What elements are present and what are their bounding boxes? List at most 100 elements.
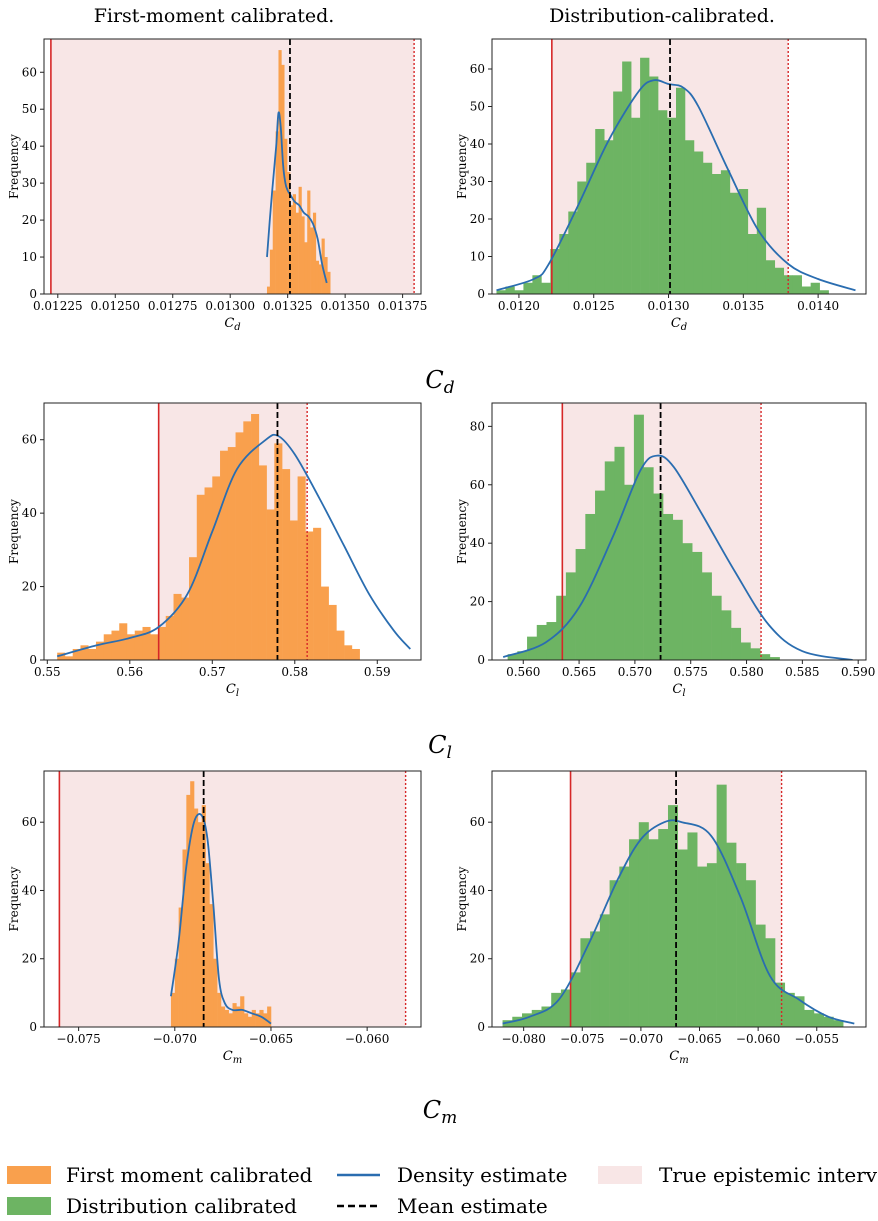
x-tick-label: −0.075 — [56, 1032, 100, 1046]
epistemic-interval-band — [50, 39, 415, 294]
histogram-bar — [531, 1009, 542, 1027]
histogram-bar — [643, 467, 654, 660]
column-title-distribution: Distribution-calibrated. — [549, 5, 775, 27]
row-label-cm: Cm — [423, 1096, 458, 1128]
histogram-bar — [590, 931, 601, 1027]
x-tick-label: 0.55 — [34, 665, 61, 679]
histogram-bar — [667, 117, 677, 294]
histogram-bar — [281, 64, 285, 294]
x-tick-label: 0.0125 — [573, 299, 615, 313]
x-tick-label: 0.01375 — [378, 299, 428, 313]
histogram-bar — [614, 446, 625, 660]
histogram-bar — [706, 863, 717, 1027]
histogram-bar — [344, 645, 353, 660]
y-tick-label: 30 — [470, 175, 485, 189]
y-axis-label: Frequency — [7, 499, 21, 564]
histogram-bar — [182, 849, 187, 1027]
histogram-bar — [676, 87, 686, 294]
histogram-bar — [190, 781, 195, 1027]
histogram-bar — [523, 282, 533, 294]
panel-plot-area — [50, 39, 415, 294]
histogram-bar — [687, 832, 698, 1027]
x-tick-label: −0.075 — [560, 1032, 604, 1046]
histogram-bar — [313, 527, 322, 660]
x-axis-label: Cd — [224, 316, 240, 333]
histogram-bar — [496, 290, 506, 294]
histogram-bar — [629, 839, 640, 1027]
histogram-bar — [292, 194, 297, 294]
panel-plot-area — [58, 771, 407, 1027]
y-tick-label: 10 — [470, 250, 485, 264]
histogram-bar — [726, 842, 737, 1027]
histogram-bar — [551, 992, 562, 1027]
histogram-bar — [792, 275, 802, 294]
histogram-bar — [318, 264, 322, 294]
histogram-bar — [251, 414, 260, 660]
histogram-bar — [633, 414, 644, 660]
histogram-bar — [275, 131, 279, 294]
density-curve — [170, 813, 272, 1025]
histogram-bar — [765, 260, 776, 294]
legend-label-density: Density estimate — [397, 1163, 567, 1187]
histogram-bar — [224, 1009, 229, 1027]
histogram-bar — [693, 151, 704, 294]
axes-frame — [43, 402, 422, 661]
histogram-bar — [559, 234, 569, 294]
histogram-bar — [232, 1003, 237, 1027]
histogram-bar — [111, 630, 120, 660]
histogram-bar — [747, 234, 758, 294]
histogram-bar — [126, 634, 136, 660]
y-tick-label: 40 — [470, 536, 485, 550]
legend-swatch-distribution — [7, 1197, 51, 1215]
histogram-bar — [287, 172, 291, 294]
histogram-bar — [315, 260, 320, 294]
x-tick-label: 0.585 — [785, 665, 819, 679]
histogram-bar — [711, 174, 722, 294]
histogram-bar — [541, 1006, 552, 1027]
histogram-bar — [823, 1016, 834, 1027]
histogram-bar — [173, 593, 182, 660]
panel-Cl-distribution: 0.560 0.565 0.570 0.575 0.580 0.585 0.590 0 20 40… — [455, 402, 875, 699]
axes-frame — [491, 38, 867, 295]
histogram-bar — [507, 654, 518, 660]
histogram-bar — [756, 207, 767, 294]
x-axis-label: Cm — [669, 1049, 688, 1066]
histogram-bar — [560, 989, 571, 1027]
histogram-bar — [604, 461, 615, 660]
histogram-bar — [813, 1013, 824, 1027]
histogram-bar — [307, 190, 311, 294]
y-tick-label: 20 — [22, 952, 37, 966]
histogram-bar — [272, 190, 276, 294]
panel-Cd-first-moment: 0.01225 0.01250 0.01275 0.01300 0.01325 0.013… — [7, 38, 428, 333]
histogram-bar — [667, 805, 679, 1027]
histogram-bar — [577, 181, 587, 294]
histogram-bar — [663, 513, 674, 660]
histogram-bar — [328, 604, 337, 660]
axes-frame — [491, 402, 867, 661]
x-tick-label: −0.070 — [619, 1032, 663, 1046]
x-tick-label: 0.575 — [674, 665, 708, 679]
histogram-bar — [351, 648, 360, 660]
histogram-bar — [565, 572, 576, 660]
histogram-bar — [701, 572, 712, 660]
histogram-bar — [336, 630, 345, 660]
x-tick-label: 0.01325 — [263, 299, 313, 313]
x-axis-label: Cl — [226, 682, 239, 699]
histogram-bar — [760, 654, 771, 660]
histogram-bar — [546, 622, 557, 660]
y-tick-label: 0 — [477, 287, 485, 301]
histogram-bar — [170, 992, 176, 1027]
density-curve — [502, 454, 853, 660]
histogram-bar — [775, 982, 786, 1027]
x-axis-label: Cm — [223, 1049, 242, 1066]
x-tick-label: −0.055 — [795, 1032, 839, 1046]
histogram-bar — [505, 286, 515, 294]
histogram-bar — [765, 938, 776, 1027]
histogram-bar — [514, 290, 524, 294]
density-curve — [56, 433, 411, 658]
histogram-bar — [794, 996, 805, 1027]
histogram-bar — [251, 1009, 256, 1027]
histogram-bar — [517, 651, 528, 660]
histogram-bar — [755, 924, 766, 1027]
x-tick-label: −0.065 — [677, 1032, 721, 1046]
